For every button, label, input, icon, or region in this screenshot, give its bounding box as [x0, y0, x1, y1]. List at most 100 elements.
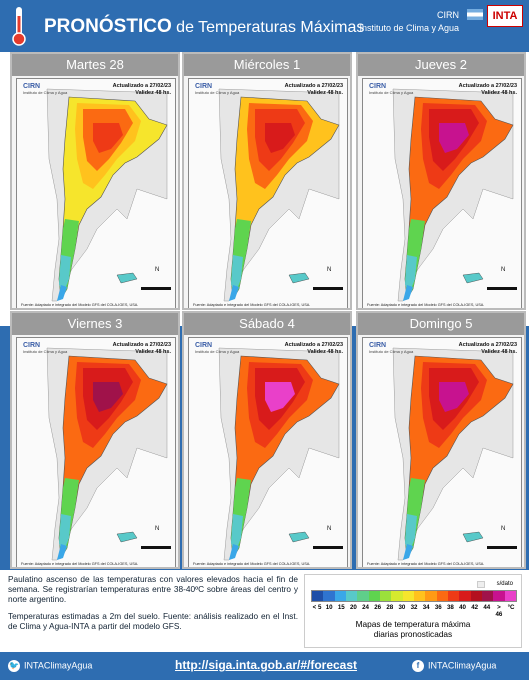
north-arrow: N [155, 267, 159, 273]
north-arrow: N [501, 267, 505, 273]
source-label: Fuente: Adaptado e integrado del Modelo … [193, 303, 311, 307]
no-data-swatch [477, 581, 485, 588]
legend-tick: 10 [325, 604, 333, 611]
temperature-map: N CIRN Instituto de Clima y Agua Actualiz… [16, 78, 176, 308]
legend-caption: Mapas de temperatura máxima diarias pron… [355, 619, 471, 639]
legend-tick: 34 [422, 604, 430, 611]
page-title: PRONÓSTICO de Temperaturas Máximas [44, 16, 365, 37]
updated-label: Actualizado a 27/02/23 Validez 48 hs. [284, 342, 343, 355]
temperature-map: N CIRN Instituto de Clima y Agua Actualiz… [362, 78, 522, 308]
description: Paulatino ascenso de las temperaturas co… [8, 574, 298, 648]
argentina-map: N [392, 347, 517, 561]
legend-tick: 44 [483, 604, 491, 611]
cirn-logo: CIRN Instituto de Clima y Agua [23, 342, 68, 354]
panel-day-label: Domingo 5 [358, 313, 524, 335]
temperature-map: N CIRN Instituto de Clima y Agua Actualiz… [188, 337, 348, 567]
legend-swatch [447, 591, 460, 601]
legend-tick: 24 [362, 604, 369, 611]
legend-swatch [334, 591, 346, 601]
org-label: CIRN Instituto de Clima y Agua [359, 10, 459, 33]
argentina-map: N [218, 88, 343, 302]
legend-swatch [504, 591, 516, 601]
panel-day-label: Miércoles 1 [184, 54, 350, 76]
forecast-panel: Domingo 5 N CIRN Instituto de Clima y Agu… [356, 311, 526, 569]
legend-tick: 30 [398, 604, 406, 611]
forecast-panel: Miércoles 1 N CIRN Instituto de Clima y A… [182, 52, 352, 310]
legend-swatch [323, 591, 335, 601]
argentina-map: N [46, 347, 171, 561]
temperature-map: N CIRN Instituto de Clima y Agua Actualiz… [188, 78, 348, 308]
cirn-logo: CIRN Instituto de Clima y Agua [23, 83, 68, 95]
source-label: Fuente: Adaptado e integrado del Modelo … [193, 562, 311, 566]
facebook-icon: f [412, 660, 424, 672]
legend-swatch [459, 591, 471, 601]
legend-swatch [470, 591, 482, 601]
north-arrow: N [327, 267, 331, 273]
argentina-map: N [392, 88, 517, 302]
legend-swatch [402, 591, 414, 601]
flag-icon [467, 9, 483, 20]
legend-swatch [425, 591, 437, 601]
temperature-map: N CIRN Instituto de Clima y Agua Actualiz… [16, 337, 176, 567]
legend-tick: 42 [471, 604, 479, 611]
forecast-link[interactable]: http://siga.inta.gob.ar/#/forecast [175, 658, 358, 672]
header: PRONÓSTICO de Temperaturas Máximas CIRN … [0, 0, 529, 52]
source-label: Fuente: Adaptado e integrado del Modelo … [367, 303, 485, 307]
legend-scale [311, 590, 517, 602]
footer: 🐦 INTAClimayAgua http://siga.inta.gob.ar/… [0, 652, 529, 680]
legend-swatch [391, 591, 403, 601]
legend-tick: 40 [459, 604, 466, 611]
legend-swatch [413, 591, 426, 601]
thermometer-icon [12, 7, 26, 46]
legend-tick: < 5 [312, 604, 322, 611]
panel-day-label: Viernes 3 [12, 313, 178, 335]
color-legend: s/dato < 5 10 15 20 24 26 28 30 32 34 36 38 40 42 44 > … [304, 574, 522, 648]
legend-tick: 28 [386, 604, 394, 611]
inta-logo: INTA [487, 5, 523, 27]
updated-label: Actualizado a 27/02/23 Validez 48 hs. [284, 83, 343, 96]
updated-label: Actualizado a 27/02/23 Validez 48 hs. [112, 83, 171, 96]
cirn-logo: CIRN Instituto de Clima y Agua [369, 342, 414, 354]
facebook-link[interactable]: f INTAClimayAgua [412, 660, 496, 672]
legend-tick: 20 [349, 604, 357, 611]
legend-tick: 26 [374, 604, 382, 611]
source-label: Fuente: Adaptado e integrado del Modelo … [367, 562, 485, 566]
cirn-logo: CIRN Instituto de Clima y Agua [195, 83, 240, 95]
legend-swatch [368, 591, 380, 601]
panel-day-label: Jueves 2 [358, 54, 524, 76]
panel-day-label: Martes 28 [12, 54, 178, 76]
forecast-panel: Viernes 3 N CIRN Instituto de Clima y Agu… [10, 311, 180, 569]
legend-swatch [436, 591, 448, 601]
updated-label: Actualizado a 27/02/23 Validez 48 hs. [458, 342, 517, 355]
legend-tick: 15 [337, 604, 345, 611]
legend-swatch [357, 591, 369, 601]
legend-tick: °C [507, 604, 515, 611]
legend-swatch [345, 591, 358, 601]
forecast-panel: Jueves 2 N CIRN Instituto de Clima y Agua… [356, 52, 526, 310]
legend-tick: 32 [410, 604, 418, 611]
legend-ticks: < 5 10 15 20 24 26 28 30 32 34 36 38 40 42 44 > 46 °C [311, 604, 517, 618]
cirn-logo: CIRN Instituto de Clima y Agua [369, 83, 414, 95]
argentina-map: N [46, 88, 171, 302]
twitter-icon: 🐦 [8, 660, 20, 672]
legend-swatch [379, 591, 392, 601]
north-arrow: N [327, 526, 331, 532]
updated-label: Actualizado a 27/02/23 Validez 48 hs. [458, 83, 517, 96]
source-label: Fuente: Adaptado e integrado del Modelo … [21, 562, 139, 566]
legend-swatch [481, 591, 494, 601]
legend-tick: 36 [434, 604, 442, 611]
north-arrow: N [155, 526, 159, 532]
north-arrow: N [501, 526, 505, 532]
updated-label: Actualizado a 27/02/23 Validez 48 hs. [112, 342, 171, 355]
temperature-map: N CIRN Instituto de Clima y Agua Actualiz… [362, 337, 522, 567]
legend-tick: > 46 [495, 604, 503, 618]
cirn-logo: CIRN Instituto de Clima y Agua [195, 342, 240, 354]
argentina-map: N [218, 347, 343, 561]
twitter-link[interactable]: 🐦 INTAClimayAgua [8, 660, 93, 672]
legend-swatch [493, 591, 505, 601]
legend-tick: 38 [446, 604, 454, 611]
legend-swatch [312, 591, 324, 601]
source-label: Fuente: Adaptado e integrado del Modelo … [21, 303, 139, 307]
forecast-panel: Martes 28 N CIRN Instituto de Clima y Agu… [10, 52, 180, 310]
forecast-panel: Sábado 4 N CIRN Instituto de Clima y Agua… [182, 311, 352, 569]
